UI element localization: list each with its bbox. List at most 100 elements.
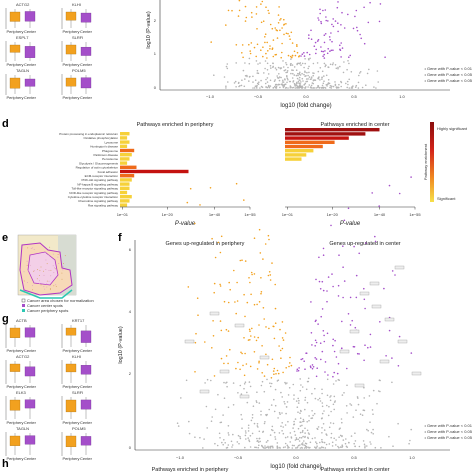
gene-point xyxy=(287,54,290,57)
periphery-bar xyxy=(120,174,135,178)
gene-point xyxy=(300,384,302,386)
panel-f-points xyxy=(176,176,413,449)
gene-point xyxy=(238,81,240,84)
periphery-bar xyxy=(120,132,130,136)
gene-point xyxy=(295,400,298,402)
gene-point xyxy=(320,20,322,23)
tissue-spot xyxy=(49,289,51,291)
tissue-spot xyxy=(33,270,35,272)
gene-point xyxy=(225,328,228,331)
gene-point xyxy=(316,445,318,448)
gene-point xyxy=(245,16,248,19)
gene-point xyxy=(242,56,244,59)
gene-point xyxy=(339,434,342,437)
gene-point xyxy=(281,81,284,83)
gene-point xyxy=(330,32,332,34)
gene-point xyxy=(312,414,314,417)
gene-point xyxy=(249,339,251,341)
gene-point xyxy=(256,368,259,370)
gene-point xyxy=(367,429,370,432)
gene-point xyxy=(319,8,321,11)
center-box xyxy=(24,366,36,377)
gene-point xyxy=(310,301,312,303)
f-xtick-0: −1.0 xyxy=(176,455,185,460)
gene-point xyxy=(263,390,266,393)
gene-label-box xyxy=(379,359,390,364)
gene-point xyxy=(284,446,287,448)
gene-point xyxy=(263,72,265,74)
gene-point xyxy=(236,281,238,284)
gene-point xyxy=(322,55,324,57)
gene-point xyxy=(260,277,262,279)
center-box xyxy=(80,330,92,343)
gene-point xyxy=(341,11,343,14)
gene-point xyxy=(266,86,269,89)
gene-point xyxy=(326,300,328,303)
gene-point xyxy=(245,432,247,434)
gene-point xyxy=(369,346,372,348)
gene-point xyxy=(341,47,344,49)
gene-point xyxy=(303,84,305,86)
gene-point xyxy=(345,438,347,440)
colorbar-bottom-label: Significant xyxy=(437,196,456,201)
top-legend-1: • Gene with P-value < 0.05 xyxy=(424,72,472,77)
gene-point xyxy=(307,67,310,70)
gene-point xyxy=(243,85,246,88)
gene-point xyxy=(304,62,307,65)
gene-point xyxy=(294,85,297,87)
gene-point xyxy=(343,27,346,29)
gene-point xyxy=(227,330,230,332)
gene-point xyxy=(321,70,324,73)
gene-point xyxy=(235,312,237,315)
top-xtick-1: −0.5 xyxy=(254,94,263,99)
gene-point xyxy=(350,71,353,73)
group-label: Center xyxy=(24,95,37,100)
gene-point xyxy=(199,204,201,206)
gene-point xyxy=(332,338,335,341)
gene-point xyxy=(323,41,326,44)
top-xtick-4: 1.0 xyxy=(399,94,405,99)
gene-point xyxy=(304,436,306,439)
gene-point xyxy=(273,410,276,413)
gene-point xyxy=(354,86,357,88)
gene-label-box xyxy=(339,349,350,354)
gene-point xyxy=(304,432,306,434)
gene-point xyxy=(266,413,268,416)
gene-point xyxy=(332,18,335,20)
gene-point xyxy=(235,44,238,46)
center-box xyxy=(80,436,92,446)
gene-point xyxy=(241,44,244,46)
gene-point xyxy=(299,412,301,415)
gene-point xyxy=(299,378,302,380)
gene-point xyxy=(345,405,348,407)
gene-point xyxy=(338,428,341,430)
gene-point xyxy=(248,328,251,331)
tissue-spot xyxy=(46,283,48,285)
gene-point xyxy=(189,187,192,190)
gene-point xyxy=(258,444,260,447)
gene-point xyxy=(388,329,391,332)
gene-point xyxy=(223,76,226,78)
gene-point xyxy=(264,60,267,62)
gene-point xyxy=(315,52,317,55)
gene-point xyxy=(231,9,233,12)
gene-point xyxy=(384,56,386,58)
gene-point xyxy=(233,269,235,272)
gene-point xyxy=(343,280,346,282)
gene-point xyxy=(264,36,266,38)
gene-point xyxy=(255,55,257,58)
gene-point xyxy=(297,402,300,404)
gene-point xyxy=(308,65,310,68)
gene-point xyxy=(285,406,288,408)
gene-point xyxy=(266,62,269,65)
gene-point xyxy=(303,447,306,449)
f-ytick-3: 0 xyxy=(129,445,132,450)
gene-point xyxy=(249,385,252,388)
gene-point xyxy=(298,87,300,89)
gene-point xyxy=(292,427,294,429)
gene-point xyxy=(308,76,311,78)
center-bar xyxy=(285,149,314,153)
gene-point xyxy=(348,441,350,444)
f-xtick-2: 0.0 xyxy=(293,455,299,460)
gene-point xyxy=(227,81,229,83)
